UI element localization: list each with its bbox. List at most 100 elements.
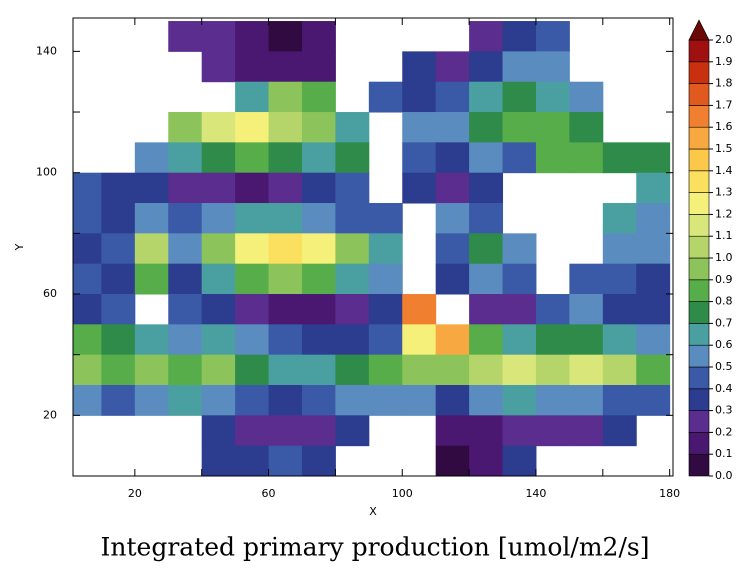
cell [201,445,236,476]
cell [201,263,236,295]
cell [469,415,504,447]
cell [402,51,437,83]
cell [101,263,136,295]
cell [435,172,470,204]
cell [402,112,437,143]
cell [535,21,570,52]
cell [301,21,336,52]
cell [73,233,102,265]
colorbar-segment [688,410,710,433]
cell [402,354,437,386]
cell [134,263,169,295]
colorbar-segment [688,39,710,63]
colorbar-label: 1.1 [715,229,733,242]
cell [535,385,570,416]
cell [435,263,470,295]
colorbar-segment [688,170,710,193]
colorbar-segment [688,105,710,128]
cell [368,233,403,265]
colorbar-label: 0.5 [715,360,733,373]
cell [235,445,270,476]
y-tick-label: 140 [36,44,57,57]
cell [201,385,236,416]
cell [301,324,336,356]
cell [168,354,203,386]
cell [73,263,102,295]
cell [636,354,671,386]
y-axis-label: Y [13,243,26,251]
cell [335,354,370,386]
cell [368,294,403,325]
cell [73,172,102,204]
cell [636,172,671,204]
cell [134,203,169,234]
cell [73,324,102,356]
cell [636,263,671,295]
cell [168,21,203,52]
colorbar-segment [688,388,710,411]
cell [435,203,470,234]
cell [101,324,136,356]
cell [502,294,537,325]
cell [235,81,270,113]
cell [235,51,270,83]
colorbar-label: 1.5 [715,142,733,155]
colorbar-label: 0.6 [715,338,733,351]
colorbar-segment [688,301,710,324]
cell [602,233,637,265]
colorbar-segment [688,323,710,346]
colorbar-label: 0.8 [715,295,733,308]
cell [435,142,470,174]
cell [602,385,637,416]
cell [602,294,637,325]
cell [335,233,370,265]
cell [502,81,537,113]
cell [402,142,437,174]
cell [335,294,370,325]
cell [636,203,671,234]
cell [469,81,504,113]
cell [335,263,370,295]
cell [268,112,303,143]
cell [469,172,504,204]
cell [101,172,136,204]
cell [502,21,537,52]
cell [235,172,270,204]
cell [301,445,336,476]
y-tick-label: 60 [43,287,57,300]
cell [201,112,236,143]
cell [368,385,403,416]
cell [569,354,604,386]
cell [168,294,203,325]
cell [435,51,470,83]
cell [502,385,537,416]
cell [301,294,336,325]
cell [569,142,604,174]
colorbar-label: 1.6 [715,120,733,133]
cell [469,203,504,234]
cell [134,142,169,174]
cell [268,385,303,416]
cell [235,354,270,386]
cell [301,172,336,204]
cell [235,294,270,325]
cell [268,354,303,386]
cell [502,324,537,356]
y-tick-label: 20 [43,408,57,421]
cell [335,142,370,174]
colorbar-label: 0.0 [715,469,733,482]
cell [469,112,504,143]
cell [569,415,604,447]
cell [502,142,537,174]
cell [335,112,370,143]
colorbar-label: 1.7 [715,98,733,111]
colorbar-label: 0.9 [715,273,733,286]
cell [469,142,504,174]
cell [335,172,370,204]
colorbar-segment [688,279,710,302]
cell [502,112,537,143]
cell [469,21,504,52]
cell [435,233,470,265]
cell [168,233,203,265]
